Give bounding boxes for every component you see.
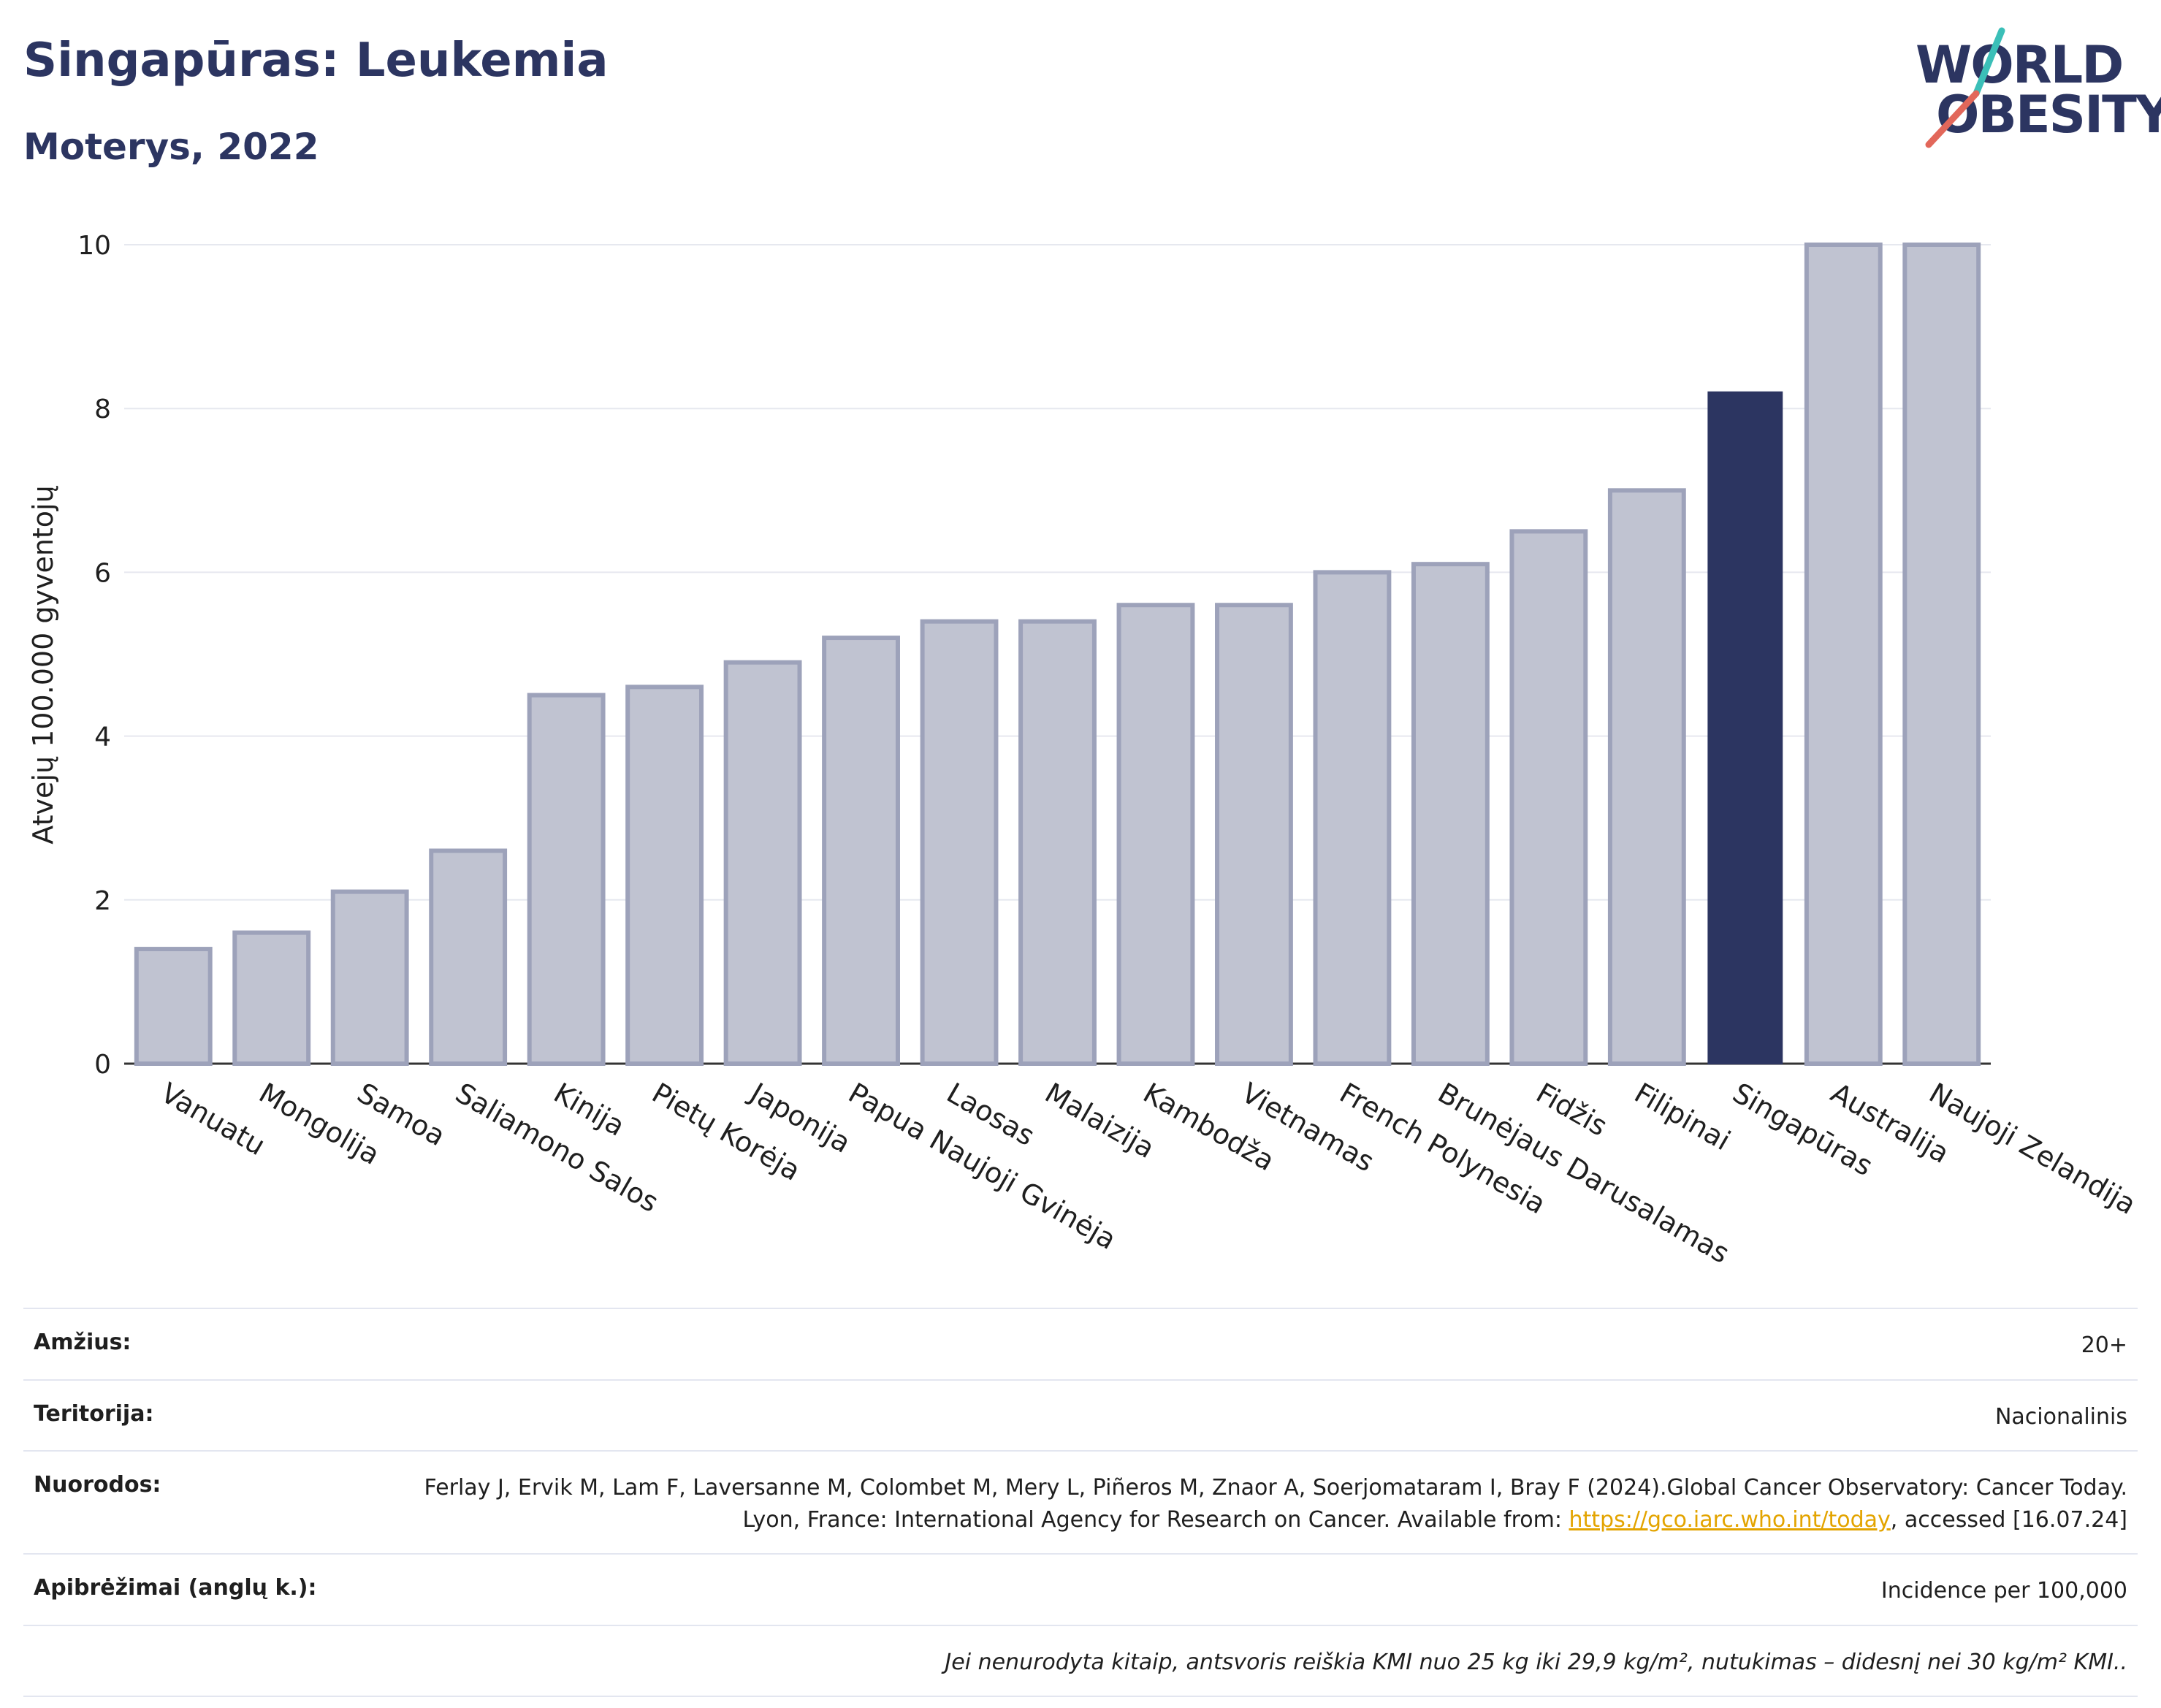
- y-tick-label: 10: [77, 231, 111, 261]
- world-obesity-logo: WORLD OBESITY: [1907, 22, 2161, 153]
- references-value: Ferlay J, Ervik M, Lam F, Laversanne M, …: [374, 1472, 2127, 1536]
- bar-malaizija: [1018, 619, 1097, 1066]
- bar-filipinai: [1607, 488, 1686, 1066]
- bar-papua-naujoji-gvinėja: [822, 636, 900, 1066]
- logo-line1: WORLD: [1916, 35, 2124, 95]
- x-tick-label: Malaizija: [1040, 1077, 1160, 1165]
- y-tick-label: 8: [94, 394, 111, 424]
- references-label: Nuorodos:: [34, 1472, 161, 1498]
- bars: [134, 243, 1981, 1067]
- bar-kambodža: [1116, 603, 1195, 1066]
- bar-brunėjaus-darusalamas: [1411, 562, 1490, 1066]
- bar-samoa: [330, 889, 409, 1066]
- bar-australija: [1804, 243, 1883, 1066]
- definition-note: Jei nenurodyta kitaip, antsvoris reiškia…: [945, 1649, 2127, 1675]
- y-axis-label: Atvejų 100.000 gyventojų: [27, 485, 59, 844]
- info-row-definitions: Apibrėžimai (anglų k.): Incidence per 10…: [23, 1553, 2138, 1625]
- x-tick-label: Naujoji Zelandija: [1924, 1077, 2141, 1221]
- bar-pietų-korėja: [625, 685, 704, 1066]
- definitions-value: Incidence per 100,000: [1880, 1578, 2127, 1604]
- x-tick-label: Vanuatu: [156, 1077, 271, 1162]
- chart-subtitle: Moterys, 2022: [23, 126, 319, 168]
- y-tick-label: 2: [94, 886, 111, 916]
- bar-vietnamas: [1215, 603, 1293, 1066]
- info-row-references: Nuorodos: Ferlay J, Ervik M, Lam F, Lave…: [23, 1450, 2138, 1553]
- y-tick-label: 6: [94, 558, 111, 588]
- bar-naujoji-zelandija: [1902, 243, 1981, 1066]
- info-row-age: Amžius: 20+: [23, 1308, 2138, 1379]
- territory-label: Teritorija:: [34, 1400, 154, 1427]
- definitions-label: Apibrėžimai (anglų k.):: [34, 1575, 317, 1601]
- info-row-territory: Teritorija: Nacionalinis: [23, 1379, 2138, 1451]
- bar-singapūras: [1707, 391, 1783, 1064]
- chart-title: Singapūras: Leukemia: [23, 34, 609, 88]
- bar-fidžis: [1509, 529, 1588, 1066]
- territory-value: Nacionalinis: [1994, 1403, 2127, 1430]
- references-tail: , accessed [16.07.24]: [1890, 1506, 2127, 1533]
- age-label: Amžius:: [34, 1330, 132, 1355]
- bar-french-polynesia: [1313, 570, 1392, 1066]
- y-tick-label: 4: [94, 723, 111, 752]
- info-row-note: Jei nenurodyta kitaip, antsvoris reiškia…: [23, 1624, 2138, 1697]
- x-tick-label: Filipinai: [1629, 1077, 1736, 1157]
- references-text: Ferlay J, Ervik M, Lam F, Laversanne M, …: [424, 1475, 2127, 1533]
- bar-saliamono-salos: [429, 848, 508, 1067]
- age-value: 20+: [2081, 1333, 2127, 1358]
- bar-mongolija: [232, 930, 311, 1067]
- bar-laosas: [920, 619, 999, 1066]
- bar-kinija: [527, 693, 606, 1066]
- y-axis-ticks: 0 2 4 6 8 10: [77, 231, 111, 1080]
- references-link[interactable]: https://gco.iarc.who.int/today: [1569, 1506, 1891, 1533]
- bar-vanuatu: [134, 947, 213, 1067]
- info-table: Amžius: 20+ Teritorija: Nacionalinis Nuo…: [23, 1308, 2138, 1697]
- y-tick-label: 0: [94, 1050, 111, 1080]
- logo-slash-icon: [1925, 27, 2005, 148]
- bar-japonija: [723, 660, 802, 1066]
